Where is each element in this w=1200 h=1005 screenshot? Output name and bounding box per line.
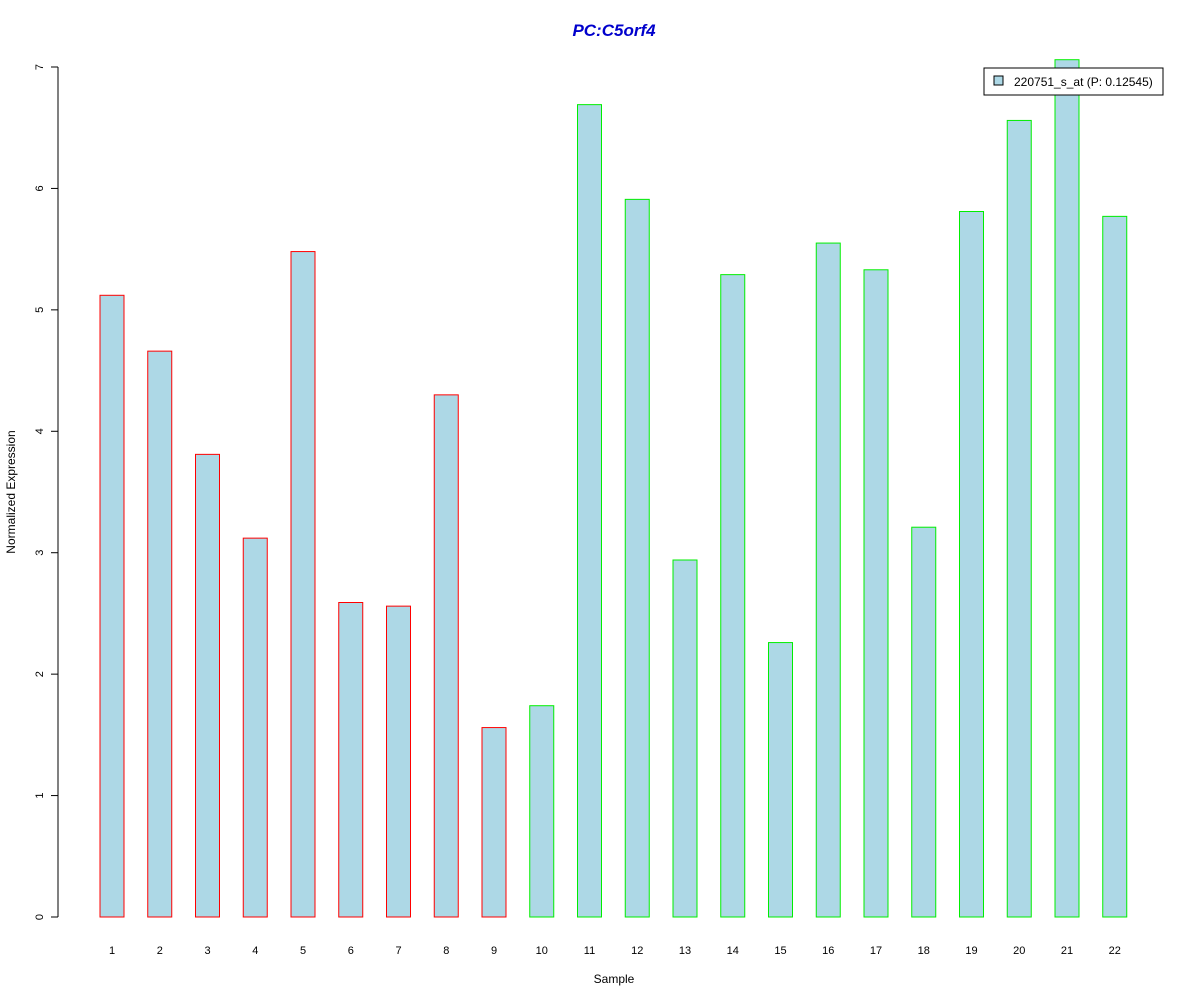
x-tick-label: 14 xyxy=(727,945,739,957)
legend-box xyxy=(983,67,1164,96)
bar-sample-6 xyxy=(338,602,364,918)
x-tick-label: 9 xyxy=(491,945,497,957)
x-tick-label: 21 xyxy=(1061,945,1073,957)
bar-sample-18 xyxy=(911,526,937,918)
x-tick-label: 22 xyxy=(1109,945,1121,957)
x-tick-labels: 1 2 3 4 5 6 7 8 9 10 11 12 13 14 15 16 17 18 19 20 21 22 xyxy=(109,945,1121,957)
bar-sample-11 xyxy=(577,104,602,918)
x-tick-label: 7 xyxy=(395,945,401,957)
y-tick-label: 0 xyxy=(34,914,46,920)
x-axis-label: Sample xyxy=(594,972,635,986)
y-tick-label: 1 xyxy=(34,793,46,799)
bar-sample-14 xyxy=(720,274,746,918)
y-axis-label: Normalized Expression xyxy=(4,430,18,553)
x-tick-label: 10 xyxy=(536,945,548,957)
bar-sample-4 xyxy=(242,537,268,918)
y-tick-label: 7 xyxy=(34,64,46,70)
bar-sample-16 xyxy=(815,242,841,918)
x-tick-label: 6 xyxy=(348,945,354,957)
y-tick-label: 4 xyxy=(34,428,46,434)
x-tick-label: 20 xyxy=(1013,945,1025,957)
bar-sample-13 xyxy=(672,559,698,918)
y-tick-label: 3 xyxy=(34,550,46,556)
x-tick-label: 5 xyxy=(300,945,306,957)
bar-sample-7 xyxy=(386,605,411,918)
y-tick-label: 5 xyxy=(34,307,46,313)
y-tick-label: 2 xyxy=(34,671,46,677)
y-tick-label: 6 xyxy=(34,185,46,191)
x-tick-label: 12 xyxy=(631,945,643,957)
bar-sample-10 xyxy=(529,705,555,918)
bar-sample-15 xyxy=(768,642,793,918)
legend-swatch xyxy=(993,75,1004,86)
x-tick-label: 16 xyxy=(822,945,834,957)
bar-sample-20 xyxy=(1006,119,1032,918)
x-tick-label: 11 xyxy=(584,945,595,957)
x-tick-label: 3 xyxy=(204,945,210,957)
legend-label: 220751_s_at (P: 0.12545) xyxy=(1014,75,1153,89)
x-tick-label: 8 xyxy=(443,945,449,957)
legend: 220751_s_at (P: 0.12545) xyxy=(983,67,1164,96)
bar-sample-5 xyxy=(290,251,316,918)
x-tick-label: 1 xyxy=(109,945,115,957)
bar-sample-12 xyxy=(624,198,650,918)
bar-sample-19 xyxy=(959,211,984,918)
bar-sample-2 xyxy=(147,350,173,918)
x-tick-label: 17 xyxy=(870,945,882,957)
bar-sample-9 xyxy=(481,727,507,918)
bar-sample-17 xyxy=(863,269,889,918)
bar-sample-21 xyxy=(1054,59,1080,918)
bars-group xyxy=(99,59,1128,918)
bar-sample-8 xyxy=(433,394,459,918)
x-tick-label: 19 xyxy=(965,945,977,957)
x-tick-label: 18 xyxy=(918,945,930,957)
x-tick-label: 4 xyxy=(252,945,258,957)
bar-sample-22 xyxy=(1102,215,1128,918)
bar-sample-1 xyxy=(99,294,125,918)
y-axis: 0 1 2 3 4 5 6 7 xyxy=(34,64,59,920)
x-tick-label: 13 xyxy=(679,945,691,957)
chart-title: PC:C5orf4 xyxy=(572,21,656,40)
x-tick-label: 2 xyxy=(157,945,163,957)
x-tick-label: 15 xyxy=(774,945,786,957)
bar-sample-3 xyxy=(195,453,220,918)
